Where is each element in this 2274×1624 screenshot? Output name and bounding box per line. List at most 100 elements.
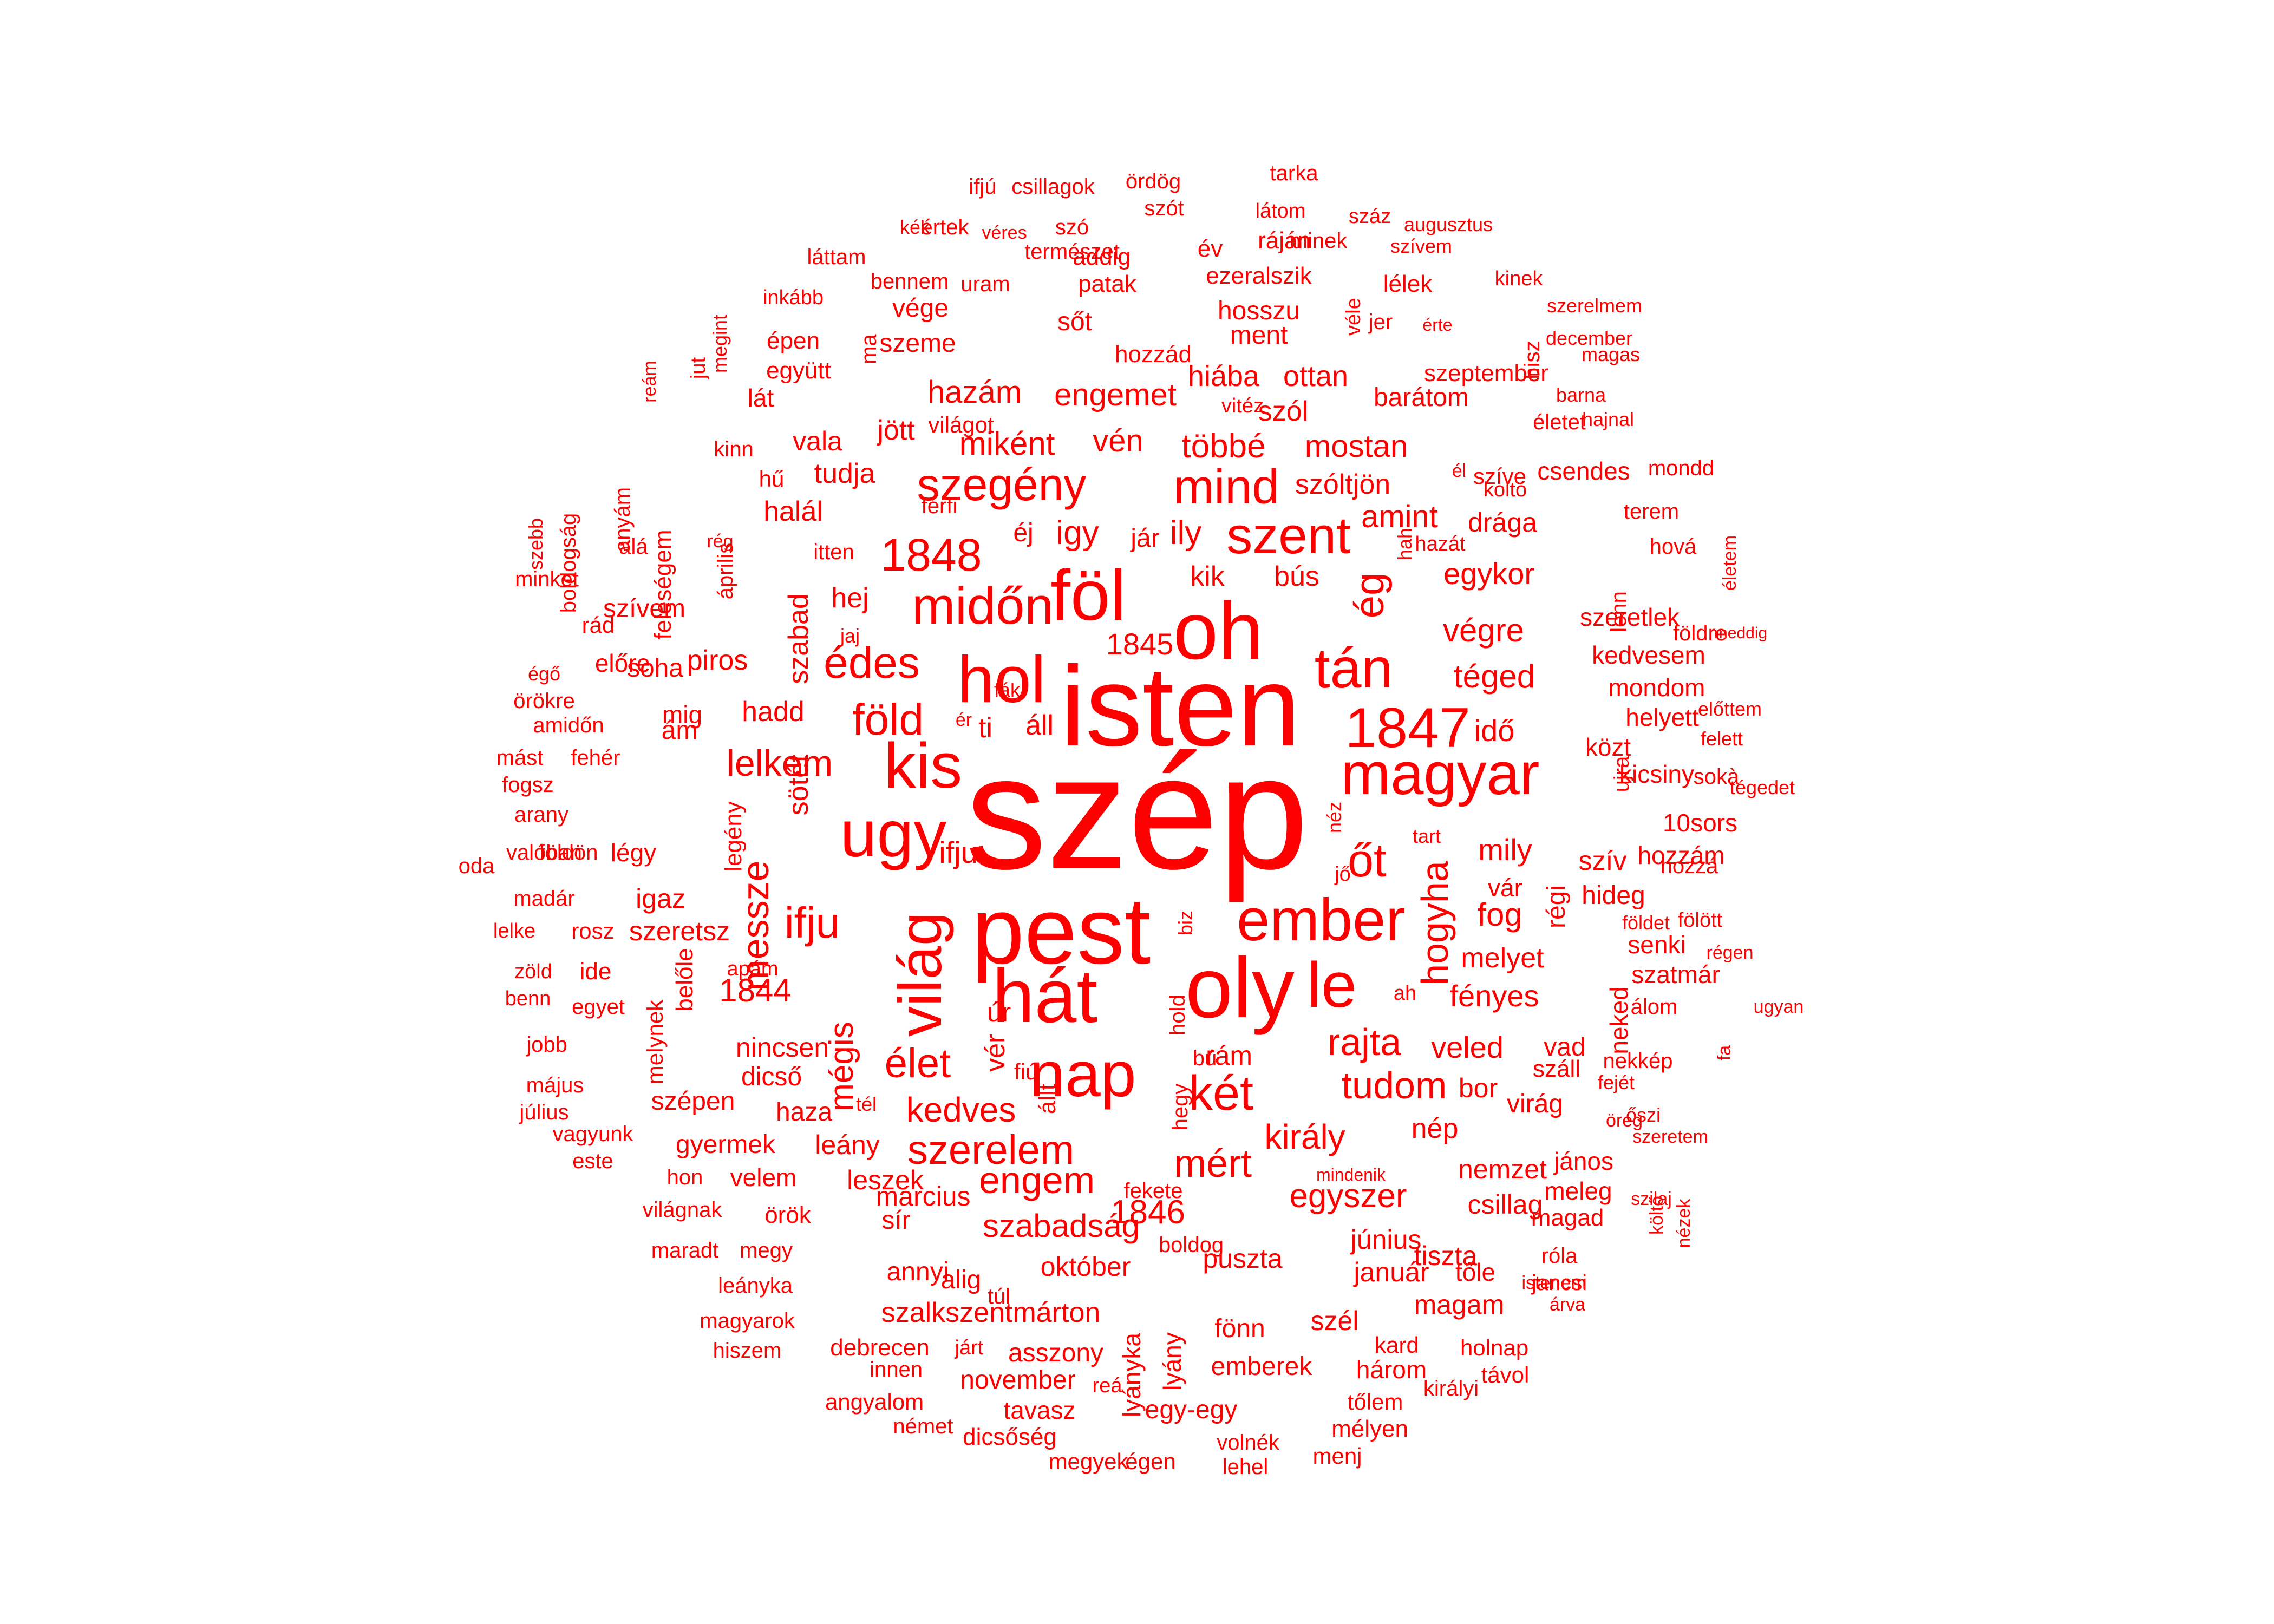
cloud-word: együtt	[766, 357, 831, 384]
cloud-word: ráján	[1258, 227, 1311, 254]
cloud-word: helyett	[1625, 703, 1699, 731]
cloud-word: jut	[687, 357, 710, 379]
cloud-word: tart	[1412, 825, 1441, 847]
cloud-word: tudja	[814, 458, 875, 489]
cloud-word: mind	[1173, 460, 1279, 514]
cloud-word: világot	[928, 412, 994, 437]
cloud-word: menj	[1312, 1443, 1362, 1469]
cloud-word: emberek	[1211, 1352, 1312, 1381]
cloud-word: mélyen	[1331, 1416, 1408, 1442]
cloud-word: ugy	[840, 797, 947, 870]
cloud-word: annyi	[886, 1258, 949, 1286]
cloud-word: föl	[1050, 555, 1126, 635]
cloud-word: neked	[1605, 986, 1633, 1055]
cloud-word: reám	[639, 361, 660, 403]
cloud-word: legény	[720, 801, 747, 872]
cloud-word: barátom	[1373, 383, 1469, 412]
cloud-word: igy	[1056, 514, 1099, 552]
cloud-word: fog	[1477, 896, 1522, 933]
cloud-word: virág	[1506, 1090, 1564, 1118]
cloud-word: melyet	[1461, 942, 1544, 974]
cloud-word: hogyha	[1414, 861, 1456, 985]
cloud-word: augusztus	[1403, 213, 1493, 235]
cloud-word: szegény	[917, 459, 1087, 510]
cloud-word: véres	[982, 222, 1027, 243]
cloud-word: oly	[1185, 940, 1295, 1036]
cloud-word: soha	[626, 654, 684, 683]
cloud-word: magyar	[1341, 741, 1540, 807]
cloud-word: édes	[824, 638, 920, 687]
cloud-word: állt	[1034, 1083, 1061, 1115]
cloud-word: engem	[978, 1159, 1095, 1201]
cloud-word: egykor	[1443, 556, 1535, 591]
cloud-word: amint	[1361, 499, 1438, 534]
cloud-word: fiú	[1014, 1059, 1038, 1084]
cloud-word: 1845	[1106, 627, 1174, 661]
cloud-word: hű	[759, 466, 785, 492]
cloud-word: hisz	[1520, 340, 1544, 379]
cloud-word: német	[893, 1415, 953, 1438]
cloud-word: egyet	[572, 995, 625, 1019]
cloud-word: szeretlek	[1579, 603, 1680, 631]
cloud-word: volnék	[1217, 1431, 1279, 1455]
cloud-word: tiszta	[1414, 1241, 1478, 1271]
cloud-word: magam	[1414, 1289, 1505, 1320]
cloud-word: végre	[1442, 612, 1525, 649]
cloud-word: néz	[1323, 801, 1345, 834]
cloud-word: fejét	[1597, 1071, 1635, 1093]
cloud-word: dicsőség	[963, 1424, 1057, 1450]
cloud-word: leányka	[718, 1274, 793, 1298]
cloud-word: él	[1452, 461, 1467, 481]
cloud-word: szél	[1310, 1306, 1359, 1336]
cloud-word: kis	[884, 730, 963, 802]
cloud-word: hozzá	[1660, 854, 1718, 878]
cloud-word: angyalom	[825, 1389, 924, 1415]
cloud-word: hozzám	[1637, 841, 1725, 869]
cloud-word: fák	[994, 679, 1021, 701]
cloud-word: jött	[877, 415, 915, 446]
cloud-word: biz	[1174, 910, 1197, 936]
cloud-word: látom	[1255, 200, 1306, 222]
cloud-word: lehel	[1222, 1455, 1269, 1479]
cloud-word: 10sors	[1662, 809, 1738, 837]
cloud-word: isten	[1060, 643, 1301, 770]
cloud-word: 1847	[1345, 697, 1471, 759]
cloud-word: vér	[980, 1034, 1010, 1072]
cloud-word: kicsiny	[1619, 760, 1695, 788]
cloud-word: uram	[960, 272, 1010, 296]
cloud-word: távol	[1481, 1362, 1530, 1387]
cloud-word: hiába	[1187, 360, 1260, 392]
cloud-word: boldog	[1158, 1233, 1224, 1257]
cloud-word: szóltjön	[1295, 469, 1391, 500]
cloud-word: gyermek	[675, 1130, 776, 1159]
cloud-word: szalkszentmárton	[881, 1297, 1101, 1328]
cloud-word: földet	[1622, 912, 1670, 934]
cloud-word: innen	[870, 1358, 923, 1381]
cloud-word: szeme	[879, 329, 956, 358]
cloud-word: mig	[662, 700, 703, 729]
cloud-word: egy-egy	[1145, 1396, 1238, 1424]
cloud-word: október	[1040, 1252, 1131, 1282]
cloud-word: december	[1545, 327, 1633, 349]
cloud-word: ti	[978, 712, 992, 744]
cloud-word: asszony	[1008, 1339, 1104, 1367]
cloud-word: addig	[1073, 244, 1131, 270]
cloud-word: többé	[1181, 428, 1266, 465]
cloud-word: 1844	[719, 972, 792, 1009]
cloud-word: fényes	[1449, 979, 1539, 1013]
cloud-word: fekete	[1123, 1179, 1183, 1203]
cloud-word: kedvesem	[1592, 641, 1706, 669]
cloud-word: régi	[1542, 885, 1571, 929]
cloud-word: ám	[661, 716, 698, 745]
cloud-word: alig	[940, 1266, 982, 1294]
cloud-word: szent	[1226, 507, 1351, 565]
cloud-word: lélek	[1383, 271, 1433, 297]
cloud-word: jer	[1368, 310, 1393, 334]
cloud-word: szilaj	[1631, 1189, 1672, 1209]
cloud-word: bús	[1274, 561, 1319, 592]
cloud-word: debrecen	[830, 1334, 930, 1361]
cloud-word: rám	[1205, 1040, 1253, 1071]
cloud-word: rég	[707, 531, 734, 552]
cloud-word: leány	[815, 1130, 880, 1160]
cloud-word: közt	[1585, 733, 1631, 761]
